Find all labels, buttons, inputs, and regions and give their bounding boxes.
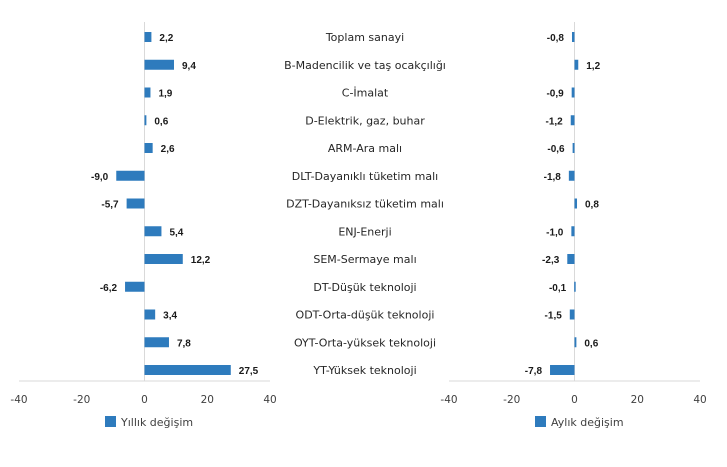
annual-value-label: 9,4 <box>182 61 196 72</box>
annual-bar <box>144 337 169 348</box>
category-label: ARM-Ara malı <box>328 142 402 155</box>
monthly-value-label: 1,2 <box>586 61 600 72</box>
monthly-value-label: -1,5 <box>545 311 563 322</box>
monthly-value-label: -0,6 <box>547 144 565 155</box>
monthly-tick-label: -40 <box>440 394 457 406</box>
legend-swatch <box>105 416 116 427</box>
monthly-value-label: -1,2 <box>546 116 564 127</box>
monthly-bar <box>571 32 575 42</box>
annual-bar <box>144 365 231 375</box>
annual-value-label: -5,7 <box>101 200 119 211</box>
annual-bar <box>144 143 153 153</box>
monthly-value-label: -0,1 <box>549 283 567 294</box>
annual-tick-label: 40 <box>263 394 276 406</box>
category-label: ODT-Orta-düşük teknoloji <box>296 309 435 322</box>
annual-value-label: 2,6 <box>161 144 175 155</box>
monthly-bar <box>571 87 575 98</box>
annual-bar <box>126 198 145 209</box>
monthly-legend: Aylık değişim <box>535 416 624 429</box>
monthly-bar <box>568 170 575 181</box>
monthly-value-label: -7,8 <box>525 366 543 377</box>
annual-tick-label: 0 <box>141 394 148 406</box>
category-label: C-İmalat <box>342 87 389 100</box>
category-label: DLT-Dayanıklı tüketim malı <box>292 170 438 183</box>
annual-value-label: -9,0 <box>91 172 109 183</box>
annual-bar <box>125 281 145 292</box>
category-label: ENJ-Enerji <box>338 225 391 238</box>
category-label: Toplam sanayi <box>325 31 404 44</box>
monthly-tick-label: 40 <box>693 394 706 406</box>
annual-tick-label: -20 <box>73 394 90 406</box>
monthly-value-label: -0,8 <box>547 33 565 44</box>
annual-bar <box>144 309 156 320</box>
monthly-tick-label: 20 <box>631 394 644 406</box>
annual-bar <box>144 87 151 98</box>
monthly-bar <box>574 198 578 209</box>
category-labels: Toplam sanayi B-Madencilik ve taş ocakçıl… <box>284 31 446 377</box>
monthly-value-label: -1,0 <box>546 227 564 238</box>
monthly-bar <box>574 337 577 348</box>
annual-value-label: 2,2 <box>159 33 173 44</box>
annual-bar <box>144 115 147 126</box>
category-label: DT-Düşük teknoloji <box>313 281 416 294</box>
annual-legend: Yıllık değişim <box>105 416 193 429</box>
annual-tick-label: -40 <box>10 394 27 406</box>
annual-value-label: 0,6 <box>154 116 168 127</box>
category-label: OYT-Orta-yüksek teknoloji <box>294 336 436 349</box>
annual-value-label: 7,8 <box>177 338 191 349</box>
legend-label: Yıllık değişim <box>120 416 193 429</box>
category-label: DZT-Dayanıksız tüketim malı <box>286 198 444 211</box>
monthly-bar <box>569 309 575 320</box>
monthly-value-label: -1,8 <box>544 172 562 183</box>
annual-bar <box>144 32 152 42</box>
annual-value-label: 27,5 <box>239 366 259 377</box>
monthly-value-label: -2,3 <box>542 255 560 266</box>
monthly-bar <box>550 365 575 375</box>
monthly-value-label: 0,8 <box>585 200 599 211</box>
annual-bar <box>144 254 183 264</box>
annual-bar <box>144 226 162 237</box>
monthly-bar <box>570 115 575 126</box>
category-label: D-Elektrik, gaz, buhar <box>305 114 425 127</box>
annual-bar <box>144 59 174 70</box>
annual-tick-label: 20 <box>201 394 214 406</box>
annual-value-label: 12,2 <box>191 255 211 266</box>
monthly-tick-label: -20 <box>503 394 520 406</box>
monthly-tick-label: 0 <box>571 394 578 406</box>
legend-swatch <box>535 416 546 427</box>
monthly-change-panel: -0,8 1,2 -0,9 -1,2 -0,6 -1,8 0,8 -1,0 -2,3 -0,1 -1… <box>440 22 707 429</box>
monthly-value-label: 0,6 <box>584 338 598 349</box>
category-label: B-Madencilik ve taş ocakçılığı <box>284 59 446 72</box>
monthly-bar <box>574 59 579 70</box>
category-label: YT-Yüksek teknoloji <box>312 364 416 377</box>
annual-value-label: -6,2 <box>100 283 118 294</box>
annual-bar <box>116 170 145 181</box>
legend-label: Aylık değişim <box>551 416 624 429</box>
annual-value-label: 1,9 <box>158 89 172 100</box>
monthly-bar <box>572 143 575 153</box>
category-label: SEM-Sermaye malı <box>313 253 416 266</box>
annual-value-label: 5,4 <box>169 227 183 238</box>
monthly-bar <box>567 254 575 264</box>
annual-value-label: 3,4 <box>163 311 177 322</box>
annual-change-panel: 2,2 9,4 1,9 0,6 2,6 -9,0 -5,7 5,4 12,2 -6,2 3,4 7,8… <box>10 22 277 429</box>
monthly-value-label: -0,9 <box>546 89 564 100</box>
monthly-bar <box>571 226 575 237</box>
monthly-bar <box>574 281 576 292</box>
